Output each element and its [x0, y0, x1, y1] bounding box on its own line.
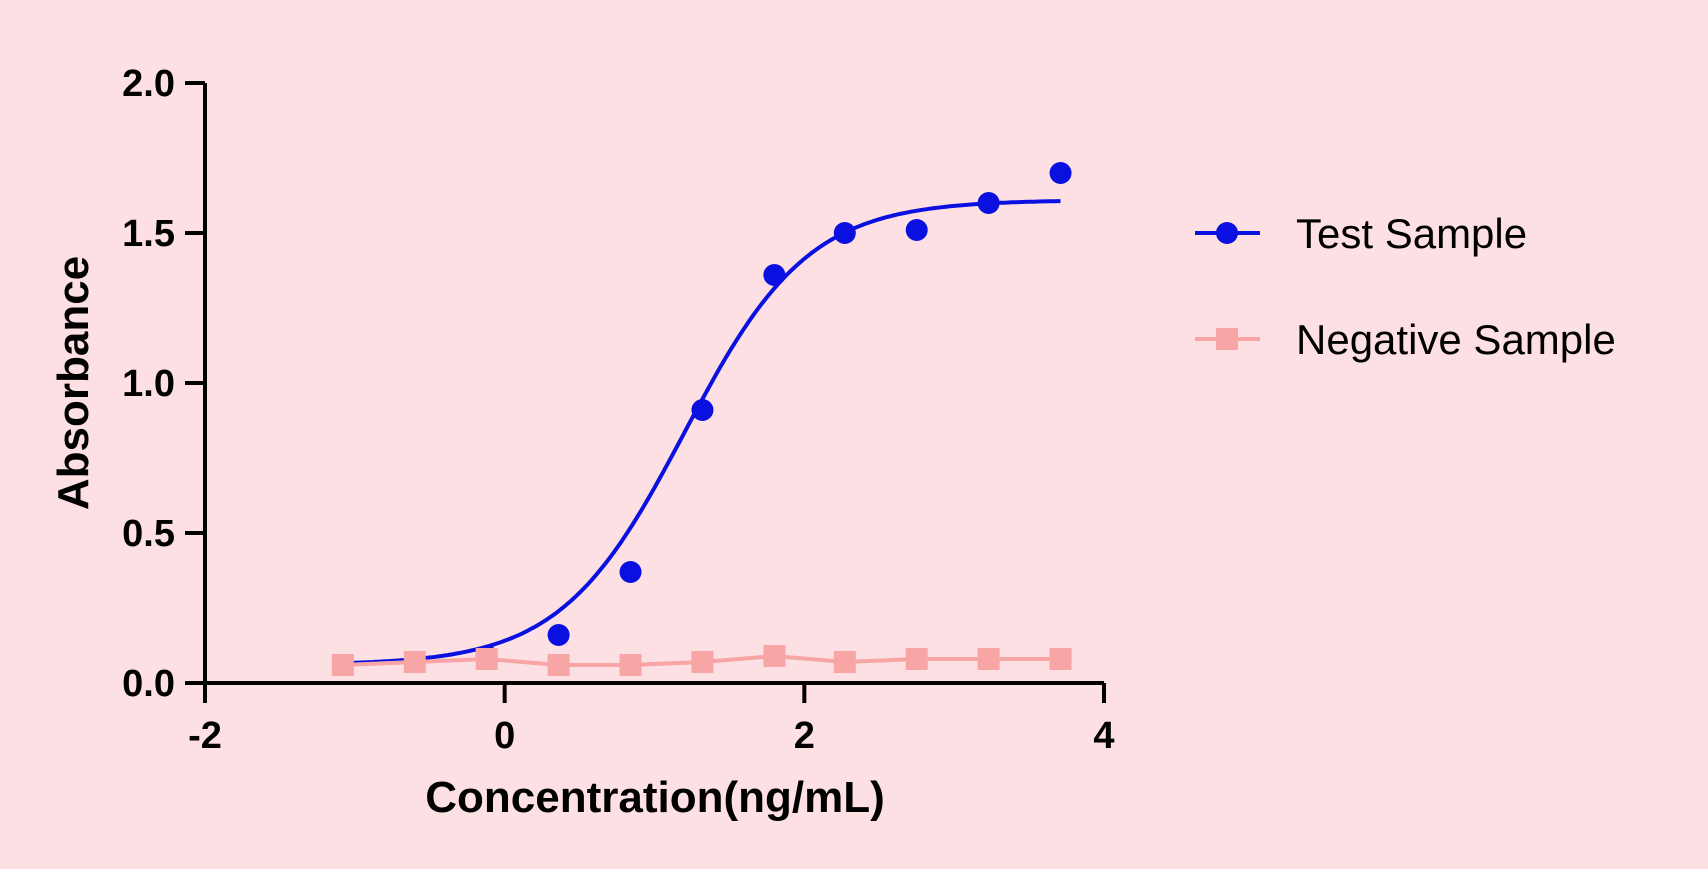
- data-point: [763, 264, 786, 286]
- data-point: [547, 654, 570, 676]
- y-tick-label: 0.0: [122, 663, 175, 705]
- y-tick-label: 1.0: [122, 363, 175, 405]
- data-point: [977, 648, 1000, 670]
- x-tick-label: -2: [188, 715, 222, 757]
- x-tick-label: 2: [794, 715, 815, 757]
- plot-area: [331, 162, 1072, 676]
- data-point: [403, 651, 426, 673]
- data-point: [833, 222, 856, 244]
- y-tick-label: 2.0: [122, 63, 175, 105]
- legend-label: Test Sample: [1296, 210, 1527, 257]
- axes: -2 0 2 4 0.0 0.5 1.0 1.5 2.0: [122, 63, 1114, 757]
- x-tick-label: 4: [1093, 715, 1114, 757]
- data-point: [475, 648, 498, 670]
- data-point: [619, 654, 642, 676]
- y-tick-label: 1.5: [122, 213, 175, 255]
- legend-label: Negative Sample: [1296, 316, 1616, 363]
- series-test-sample: [331, 162, 1072, 676]
- data-point: [691, 651, 714, 673]
- x-axis-title: Concentration(ng/mL): [425, 773, 885, 822]
- data-point: [905, 648, 928, 670]
- legend-marker: [1216, 328, 1238, 350]
- legend-item: Negative Sample: [1195, 316, 1616, 363]
- legend-item: Test Sample: [1195, 210, 1527, 257]
- data-point: [691, 399, 714, 421]
- y-tick-label: 0.5: [122, 513, 175, 555]
- legend: Test Sample Negative Sample: [1195, 210, 1616, 363]
- data-point: [1049, 648, 1072, 670]
- data-point: [905, 219, 928, 241]
- y-axis-title: Absorbance: [49, 256, 98, 510]
- data-point: [1049, 162, 1072, 184]
- data-point: [977, 192, 1000, 214]
- fit-curve: [342, 199, 1061, 666]
- data-point: [763, 645, 786, 667]
- x-tick-label: 0: [494, 715, 515, 757]
- data-point: [547, 624, 570, 646]
- data-point: [331, 654, 354, 676]
- data-point: [619, 561, 642, 583]
- series-negative-sample: [331, 645, 1072, 676]
- legend-marker: [1216, 222, 1238, 244]
- data-point: [833, 651, 856, 673]
